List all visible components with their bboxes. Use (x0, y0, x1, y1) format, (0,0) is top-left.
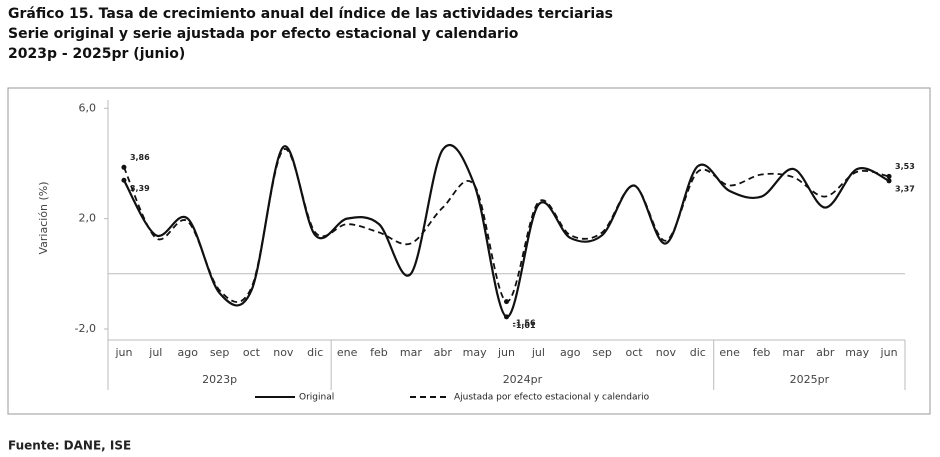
legend-label: Original (299, 393, 334, 403)
y-axis-label: Variación (%) (37, 181, 50, 254)
x-tick-label: may (463, 346, 487, 359)
x-tick-label: ago (560, 346, 581, 359)
x-tick-label: oct (243, 346, 261, 359)
chart-frame (7, 87, 931, 415)
value-label: 3,53 (895, 162, 915, 171)
x-tick-label: jun (497, 346, 515, 359)
group-label: 2023p (202, 373, 237, 386)
legend-label: Ajustada por efecto estacional y calenda… (454, 393, 650, 403)
x-tick-label: jun (114, 346, 132, 359)
y-tick-label: 6,0 (79, 101, 97, 114)
x-tick-label: jul (148, 346, 162, 359)
x-tick-label: ago (177, 346, 198, 359)
x-tick-label: jun (880, 346, 898, 359)
value-label: 3,86 (130, 153, 150, 162)
point (121, 164, 127, 170)
chart-period: 2023p - 2025pr (junio) (8, 46, 185, 62)
value-label: -1,56 (513, 318, 536, 327)
source: Fuente: DANE, ISE (8, 439, 131, 453)
y-tick-label: 2,0 (79, 212, 97, 225)
x-tick-label: sep (210, 346, 229, 359)
x-tick-label: mar (400, 346, 422, 359)
x-tick-label: nov (273, 346, 294, 359)
point (886, 173, 892, 179)
point (504, 299, 509, 305)
x-tick-label: abr (816, 346, 835, 359)
series-line (122, 143, 890, 318)
y-tick-label: -2,0 (75, 322, 96, 335)
group-label: 2025pr (790, 373, 830, 386)
chart-title: Gráfico 15. Tasa de crecimiento anual de… (8, 6, 613, 22)
x-tick-label: abr (434, 346, 453, 359)
x-tick-label: ene (337, 346, 358, 359)
point (886, 178, 892, 184)
group-label: 2024pr (503, 373, 543, 386)
x-tick-label: dic (307, 346, 323, 359)
chart-subtitle: Serie original y serie ajustada por efec… (8, 26, 519, 42)
x-tick-label: mar (782, 346, 804, 359)
x-tick-label: ene (719, 346, 740, 359)
point (504, 314, 509, 320)
x-tick-label: jul (531, 346, 545, 359)
x-tick-label: nov (656, 346, 677, 359)
value-label: 3,37 (895, 184, 915, 193)
x-tick-label: oct (625, 346, 643, 359)
series-line (123, 148, 890, 303)
x-tick-label: feb (370, 346, 388, 359)
x-tick-label: may (845, 346, 869, 359)
point (121, 177, 127, 183)
x-tick-label: dic (690, 346, 706, 359)
x-tick-label: feb (753, 346, 771, 359)
value-label: -1,01 (513, 321, 536, 330)
x-tick-label: sep (592, 346, 611, 359)
value-label: 3,39 (130, 184, 150, 193)
